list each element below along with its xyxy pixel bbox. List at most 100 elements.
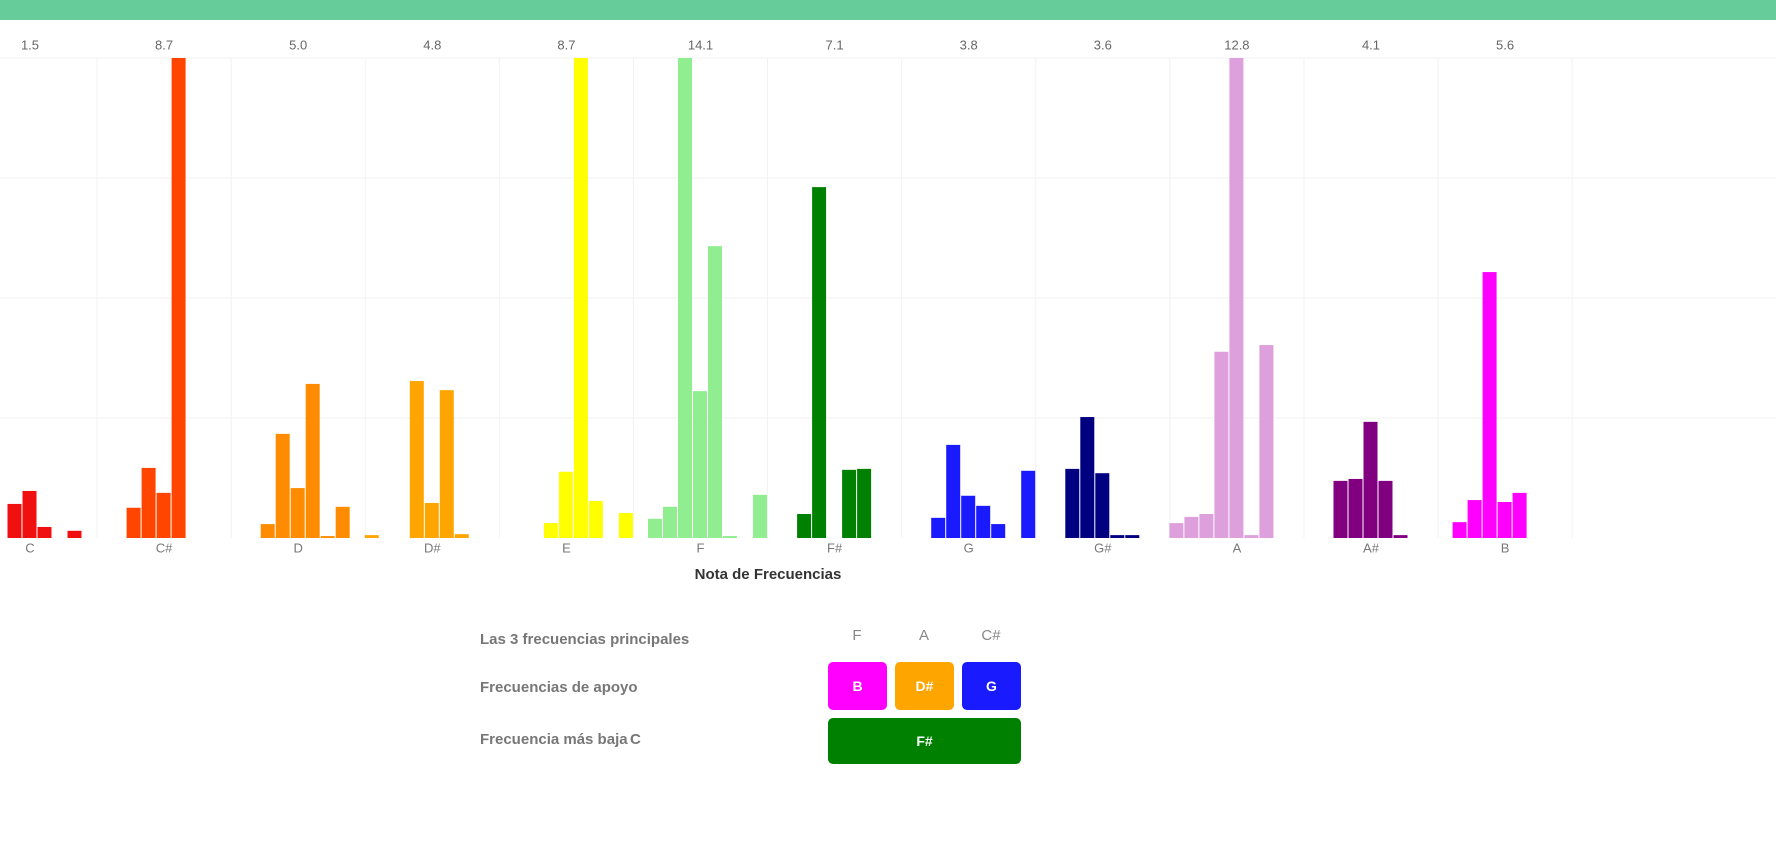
bar xyxy=(1467,500,1482,538)
group-total-label: 14.1 xyxy=(688,37,713,52)
bar xyxy=(663,506,677,538)
bar xyxy=(156,492,171,538)
bar xyxy=(439,390,454,538)
group-total-label: 3.6 xyxy=(1094,37,1112,52)
bar xyxy=(290,488,305,538)
x-tick-label: D# xyxy=(424,540,441,555)
bar xyxy=(1110,535,1125,538)
bar xyxy=(1482,272,1497,538)
bar xyxy=(857,468,872,538)
bar xyxy=(126,507,141,538)
bar xyxy=(1452,522,1467,538)
group-total-label: 8.7 xyxy=(155,37,173,52)
main-note: F xyxy=(852,627,862,644)
bar xyxy=(723,536,737,538)
bar xyxy=(1512,492,1527,538)
row-label: Frecuencias de apoyo xyxy=(480,679,638,696)
row-label: Frecuencia más baja xyxy=(480,731,628,748)
support-chip: B xyxy=(828,662,887,710)
bar xyxy=(618,513,633,538)
bar xyxy=(976,505,991,538)
x-tick-label: C xyxy=(25,540,34,555)
bar xyxy=(275,433,290,538)
bar xyxy=(931,517,946,538)
x-tick-label: F# xyxy=(827,540,843,555)
bar xyxy=(171,58,186,538)
bar xyxy=(1363,421,1378,538)
bar xyxy=(1184,516,1199,538)
bar xyxy=(1214,351,1229,538)
bar xyxy=(1259,345,1274,538)
bar xyxy=(1333,480,1348,538)
group-total-label: 4.1 xyxy=(1362,37,1380,52)
top-bar xyxy=(0,0,1776,20)
bar xyxy=(67,530,82,538)
lowest-note: C xyxy=(630,731,641,748)
bar xyxy=(946,444,961,538)
bar xyxy=(648,518,662,538)
bar xyxy=(364,535,379,538)
chart: 1.5 C 8.7 C# 5.0 D 4.8 D# 8.7 E 14.1 F 7.1 F# 3.8 G 3.6 G… xyxy=(0,37,1776,583)
bar xyxy=(1199,514,1214,538)
x-tick-label: E xyxy=(562,540,571,555)
bar xyxy=(37,526,52,538)
bar xyxy=(141,467,156,538)
bar xyxy=(1080,417,1095,538)
bar xyxy=(1169,523,1184,538)
x-tick-label: A xyxy=(1233,540,1242,555)
bar xyxy=(961,495,976,538)
bar xyxy=(409,381,424,538)
bar xyxy=(305,383,320,538)
bar xyxy=(260,524,275,538)
bar xyxy=(678,58,692,538)
x-tick-label: G# xyxy=(1094,540,1112,555)
support-chip: G xyxy=(962,662,1021,710)
bar xyxy=(1244,535,1259,538)
group-total-label: 5.6 xyxy=(1496,37,1514,52)
x-tick-label: G xyxy=(964,540,974,555)
x-axis-title: Nota de Frecuencias xyxy=(695,566,842,583)
bar xyxy=(588,501,603,538)
group-total-label: 3.8 xyxy=(960,37,978,52)
bar xyxy=(22,490,37,538)
bar xyxy=(335,506,350,538)
group-total-label: 4.8 xyxy=(423,37,441,52)
bar xyxy=(1021,470,1036,538)
bar xyxy=(1378,480,1393,538)
bar xyxy=(573,58,588,538)
bar xyxy=(842,469,857,538)
x-tick-label: C# xyxy=(156,540,173,555)
row-label: Las 3 frecuencias principales xyxy=(480,631,690,648)
bar xyxy=(454,534,469,538)
bar xyxy=(708,246,722,538)
support-chip: D# xyxy=(895,662,954,710)
main-note: C# xyxy=(981,627,1001,644)
bar xyxy=(543,523,558,538)
bar xyxy=(1497,502,1512,538)
bar xyxy=(558,471,573,538)
bar xyxy=(1393,535,1408,538)
bar xyxy=(7,503,22,538)
bar xyxy=(1348,478,1363,538)
bar xyxy=(1125,535,1140,538)
x-tick-label: B xyxy=(1501,540,1510,555)
main-note: A xyxy=(918,627,929,644)
bar xyxy=(424,502,439,538)
group-total-label: 8.7 xyxy=(557,37,575,52)
group-total-label: 5.0 xyxy=(289,37,307,52)
group-total-label: 7.1 xyxy=(826,37,844,52)
bar xyxy=(812,187,827,538)
bar xyxy=(797,514,812,538)
bar xyxy=(1065,468,1080,538)
x-tick-label: F xyxy=(697,540,705,555)
group-total-label: 12.8 xyxy=(1224,37,1249,52)
bar xyxy=(753,494,767,538)
bar xyxy=(693,391,707,538)
x-tick-label: A# xyxy=(1363,540,1380,555)
bar xyxy=(1095,473,1110,538)
x-tick-label: D xyxy=(294,540,303,555)
bar xyxy=(1229,58,1244,538)
highlight-chip: F# xyxy=(828,718,1021,764)
bar xyxy=(991,524,1006,538)
